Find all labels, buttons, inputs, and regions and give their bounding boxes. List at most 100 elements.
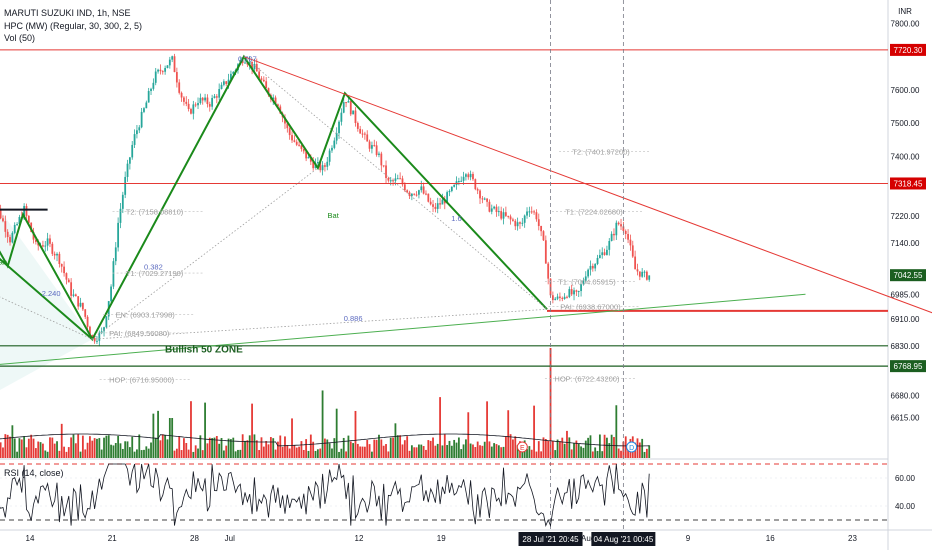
- candle-body: [143, 108, 145, 112]
- volume-bar: [286, 445, 289, 458]
- volume-bar: [234, 451, 237, 458]
- candle-body: [175, 72, 178, 83]
- volume-bar: [251, 403, 253, 458]
- volume-bar: [277, 441, 279, 458]
- volume-bar: [2, 447, 4, 458]
- candle-body: [18, 216, 21, 225]
- volume-bar: [554, 450, 557, 458]
- candle-body: [375, 145, 378, 155]
- candle-body: [432, 204, 434, 207]
- candle-body: [267, 88, 270, 95]
- candle-body: [594, 263, 597, 269]
- volume-bar: [6, 434, 9, 458]
- volume-bar: [371, 451, 373, 458]
- candle-body: [497, 211, 500, 213]
- candle-body: [316, 162, 319, 164]
- volume-bar: [180, 450, 183, 458]
- volume-bar: [366, 439, 369, 458]
- candle-body: [570, 289, 573, 295]
- volume-bar: [232, 437, 235, 458]
- candle-body: [472, 173, 474, 180]
- price-tick-label-2: 7500.00: [891, 119, 920, 128]
- volume-bar: [413, 447, 416, 458]
- price-tick-label-1: 7600.00: [891, 86, 920, 95]
- candle-body: [70, 282, 73, 296]
- volume-bar: [91, 440, 94, 458]
- candle-body: [98, 332, 101, 341]
- volume-bar: [173, 450, 176, 458]
- volume-bar: [415, 447, 418, 458]
- candle-body: [584, 276, 587, 281]
- volume-bar: [255, 440, 258, 458]
- candle-body: [457, 181, 460, 183]
- candle-body: [295, 141, 298, 145]
- candle-body: [46, 238, 49, 246]
- candle-body: [178, 82, 181, 93]
- volume-bar: [206, 443, 209, 458]
- volume-bar: [128, 447, 131, 458]
- annotation-2: 2.240: [42, 289, 61, 298]
- volume-bar: [507, 410, 510, 458]
- volume-bar: [274, 449, 277, 458]
- volume-bar: [643, 451, 646, 458]
- candle-body: [429, 201, 432, 205]
- candle-body: [44, 245, 47, 247]
- volume-bar: [171, 418, 174, 458]
- volume-bar: [380, 439, 383, 458]
- volume-bar: [429, 440, 432, 458]
- volume-bar: [504, 436, 507, 458]
- volume-bar: [570, 449, 573, 458]
- candle-body: [645, 271, 648, 280]
- candle-body: [601, 252, 604, 256]
- volume-bar: [56, 441, 58, 458]
- volume-bar: [157, 410, 159, 458]
- candle-body: [58, 253, 61, 265]
- candle-body: [9, 237, 11, 243]
- volume-bar: [300, 441, 303, 458]
- candle-body: [328, 150, 331, 162]
- volume-bar: [239, 449, 242, 458]
- candle-body: [65, 273, 68, 280]
- candle-body: [110, 286, 112, 302]
- candle-body: [448, 191, 451, 193]
- candle-body: [154, 71, 157, 83]
- pattern-line-1: [0, 257, 93, 340]
- volume-bar: [258, 450, 261, 458]
- volume-bar: [63, 446, 65, 458]
- volume-bar: [197, 448, 199, 458]
- volume-bar: [436, 443, 439, 458]
- annotation-12: T2: (7401.97200): [572, 148, 630, 157]
- volume-bar: [230, 439, 232, 458]
- candle-body: [474, 179, 477, 190]
- volume-bar: [248, 435, 251, 458]
- volume-bar: [356, 443, 359, 458]
- candle-body: [152, 82, 155, 89]
- volume-bar: [387, 451, 390, 458]
- volume-bar: [23, 436, 26, 458]
- candle-body: [74, 294, 77, 297]
- candle-body: [211, 97, 214, 107]
- volume-bar: [493, 443, 496, 458]
- candle-body: [380, 153, 383, 166]
- volume-bar: [378, 434, 380, 458]
- candle-body: [422, 186, 425, 194]
- price-tick-label-0: 7800.00: [891, 19, 920, 28]
- volume-bar: [295, 447, 298, 458]
- volume-bar: [403, 440, 406, 458]
- volume-bar: [272, 438, 275, 458]
- pattern-line-0: [0, 54, 548, 342]
- volume-bar: [183, 438, 185, 458]
- candle-body: [150, 88, 152, 92]
- volume-bar: [18, 438, 21, 458]
- volume-bar: [225, 445, 228, 458]
- candle-body: [399, 178, 402, 180]
- candle-body: [222, 81, 225, 85]
- volume-bar: [547, 440, 550, 458]
- volume-bar: [46, 451, 49, 458]
- volume-bar: [349, 441, 352, 458]
- candle-body: [180, 92, 183, 98]
- annotation-16: HOP: (6722.43200): [554, 375, 620, 384]
- volume-bar: [326, 439, 329, 458]
- volume-bar: [418, 444, 420, 458]
